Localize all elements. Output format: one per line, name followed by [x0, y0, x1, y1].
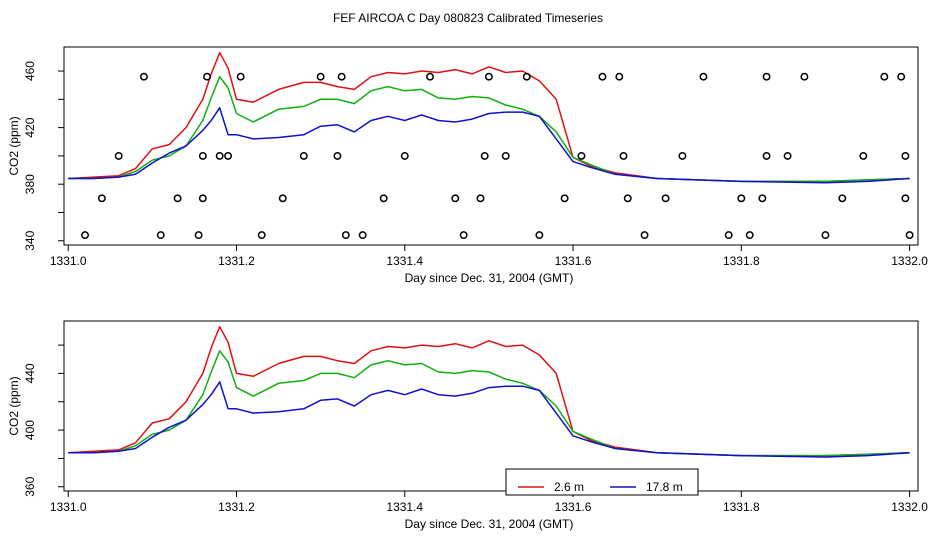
x-tick-label: 1331.6: [555, 500, 592, 514]
marker-point: [640, 231, 649, 240]
series-line-blue: [68, 107, 910, 184]
panel-top: 1331.0 1331.2 1331.4 1331.6 1331.8 1332.0 340 3…: [7, 46, 928, 285]
series-line-green: [68, 350, 910, 457]
x-tick-label: 1331.2: [218, 500, 255, 514]
marker-point: [215, 151, 224, 160]
marker-point: [236, 72, 245, 81]
marker-point: [901, 194, 910, 203]
marker-point: [97, 194, 106, 203]
marker-point: [341, 231, 350, 240]
series-group: [68, 325, 910, 458]
y-tick-label: 340: [23, 230, 37, 250]
marker-point: [699, 72, 708, 81]
panel-bottom: 1331.0 1331.2 1331.4 1331.6 1331.8 1332.0 360 4…: [7, 320, 928, 531]
y-tick-label: 380: [23, 174, 37, 194]
marker-point: [745, 231, 754, 240]
marker-point: [762, 72, 771, 81]
marker-point: [800, 72, 809, 81]
marker-point: [623, 194, 632, 203]
marker-point: [901, 151, 910, 160]
x-tick-label: 1331.2: [218, 254, 255, 268]
series-group: [68, 51, 910, 184]
marker-point: [762, 151, 771, 160]
marker-point: [501, 151, 510, 160]
marker-point: [358, 231, 367, 240]
x-tick-label: 1332.0: [891, 254, 928, 268]
y-tick-label: 460: [23, 61, 37, 81]
marker-point: [451, 194, 460, 203]
marker-point: [535, 231, 544, 240]
x-axis-label: Day since Dec. 31, 2004 (GMT): [405, 517, 574, 531]
marker-point: [337, 72, 346, 81]
marker-point: [615, 72, 624, 81]
series-line-green: [68, 75, 910, 183]
marker-point: [198, 151, 207, 160]
marker-point: [139, 72, 148, 81]
legend-box: [505, 468, 699, 496]
x-tick-label: 1331.0: [50, 254, 87, 268]
marker-point: [480, 151, 489, 160]
y-axis-label: CO2 (ppm): [7, 116, 21, 175]
marker-point: [476, 194, 485, 203]
marker-point: [173, 194, 182, 203]
marker-point: [484, 72, 493, 81]
y-tick-label: 400: [23, 420, 37, 440]
marker-point: [299, 151, 308, 160]
y-axis-label: CO2 (ppm): [7, 376, 21, 435]
marker-point: [81, 231, 89, 240]
marker-point: [758, 194, 767, 203]
x-tick-label: 1332.0: [891, 500, 928, 514]
legend-label: 2.6 m: [554, 480, 584, 494]
marker-point: [156, 231, 165, 240]
x-tick-label: 1331.4: [386, 500, 423, 514]
marker-point: [379, 194, 388, 203]
marker-point: [821, 231, 830, 240]
marker-point: [224, 151, 233, 160]
marker-point: [880, 72, 889, 81]
marker-point: [316, 72, 325, 81]
marker-point: [203, 72, 211, 81]
marker-point: [194, 231, 203, 240]
marker-point: [905, 231, 914, 240]
marker-point: [783, 151, 792, 160]
plot-frame: [63, 46, 919, 246]
marker-point: [426, 72, 434, 81]
legend: 2.6 m 17.8 m: [505, 468, 699, 496]
marker-point: [560, 194, 569, 203]
marker-point: [114, 151, 123, 160]
marker-point: [257, 231, 266, 240]
plot-frame: [63, 320, 919, 492]
marker-point: [897, 72, 906, 81]
y-tick-label: 420: [23, 117, 37, 137]
marker-point: [459, 231, 468, 240]
figure-title: FEF AIRCOA C Day 080823 Calibrated Times…: [333, 11, 603, 25]
x-tick-label: 1331.6: [555, 254, 592, 268]
marker-point: [400, 151, 409, 160]
legend-label: 17.8 m: [646, 480, 683, 494]
x-tick-label: 1331.8: [723, 254, 760, 268]
y-tick-label: 360: [23, 476, 37, 496]
marker-point: [838, 194, 847, 203]
y-tick-label: 440: [23, 363, 37, 383]
marker-point: [859, 151, 868, 160]
series-line-red: [68, 51, 910, 183]
marker-point: [278, 194, 287, 203]
series-line-red: [68, 325, 910, 457]
marker-point: [619, 151, 628, 160]
marker-point: [333, 151, 342, 160]
series-line-blue: [68, 381, 910, 458]
marker-point: [598, 72, 607, 81]
x-tick-label: 1331.0: [50, 500, 87, 514]
marker-point: [661, 194, 670, 203]
marker-point: [724, 231, 733, 240]
x-tick-label: 1331.4: [386, 254, 423, 268]
marker-point: [198, 194, 207, 203]
marker-point: [678, 151, 687, 160]
marker-point: [577, 151, 586, 160]
marker-point: [522, 72, 531, 81]
x-tick-label: 1331.8: [723, 500, 760, 514]
x-axis-label: Day since Dec. 31, 2004 (GMT): [405, 271, 574, 285]
marker-point: [737, 194, 746, 203]
